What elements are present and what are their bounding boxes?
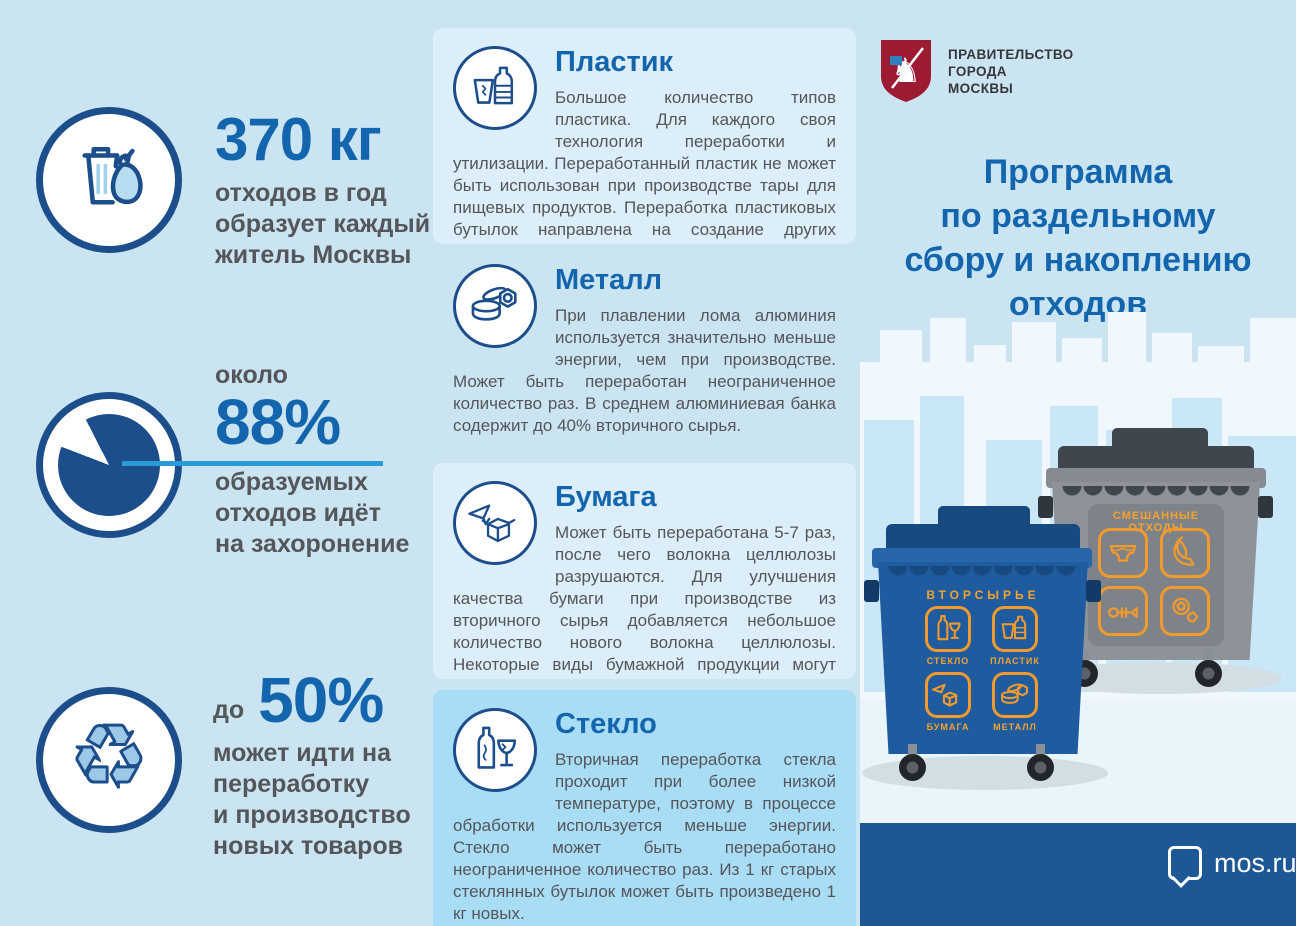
stat-value: 50% [258,664,384,736]
footer-band [860,823,1296,926]
section-title: Стекло [555,708,657,740]
recyclables-label: ВТОРСЫРЬЕ [926,588,1040,602]
mos-ru-label: mos.ru [1214,847,1296,878]
paper-icon [925,672,971,718]
stat-trash-circle [36,107,182,253]
stat-landfill-share: около 88% образуемых отходов идёт на зах… [215,361,410,560]
section-metal: Металл При плавлении лома алюминия испол… [433,262,856,437]
stat-value: 370 кг [215,106,382,173]
stat-value: 88% [215,385,341,458]
section-paper: Бумага Может быть переработана 5-7 раз, … [433,463,856,679]
speech-bubble-icon [1168,846,1202,880]
program-title: Программа по раздельному сбору и накопле… [904,153,1252,323]
gray-bin-wheel [1195,660,1222,687]
section-text: Может быть переработана 5-7 раз, после ч… [453,523,836,679]
mos-ru-logo: mos.ru [1168,846,1296,880]
banana-peel-icon [1160,528,1210,578]
stat-waste-per-resident: 370 кг отходов в год образует каждый жит… [215,110,430,271]
glass-icon [453,708,537,792]
stat-caption: образуемых отходов идёт на захоронение [215,467,410,558]
stat-prefix: около [215,361,288,389]
section-title: Бумага [555,481,657,513]
blue-bin-shadow [862,756,1108,790]
stat-recyclable-share: до 50% может идти на переработку и произ… [213,668,411,862]
accent-underline [122,461,383,466]
metal-icon [453,264,537,348]
gray-bin-scallops [1062,486,1250,501]
section-text: Вторичная переработка стекла проходит пр… [453,750,836,923]
trash-bag-icon [64,133,154,228]
blue-bin-scallops [888,566,1078,581]
government-label: ПРАВИТЕЛЬСТВО ГОРОДА МОСКВЫ [948,47,1074,96]
diaper-icon [1098,528,1148,578]
plastic-icon [453,46,537,130]
blue-bin-wheel [899,754,926,781]
section-title: Пластик [555,46,674,78]
metal-icon [992,672,1038,718]
section-title: Металл [555,264,663,296]
stat-caption: отходов в год образует каждый житель Мос… [215,179,431,269]
fish-bone-icon [1098,586,1148,636]
plastic-icon [992,606,1038,652]
section-text: Большое количество типов пластика. Для к… [453,88,836,244]
moscow-coat-of-arms: ♞ [878,38,934,109]
stat-caption: может идти на переработку и производство… [213,739,411,860]
recycle-icon: ♻ [68,707,150,806]
ball-boot-icon [1160,586,1210,636]
section-text: При плавлении лома алюминия используется… [453,306,836,435]
stat-recycle-circle: ♻ [36,687,182,833]
section-glass: Стекло Вторичная переработка стекла прох… [433,690,856,926]
paper-icon [453,481,537,565]
section-plastic: Пластик Большое количество типов пластик… [433,28,856,244]
stat-prefix: до [213,695,245,724]
blue-bin-body [878,562,1088,754]
blue-bin-wheel [1027,754,1054,781]
glass-icon [925,606,971,652]
